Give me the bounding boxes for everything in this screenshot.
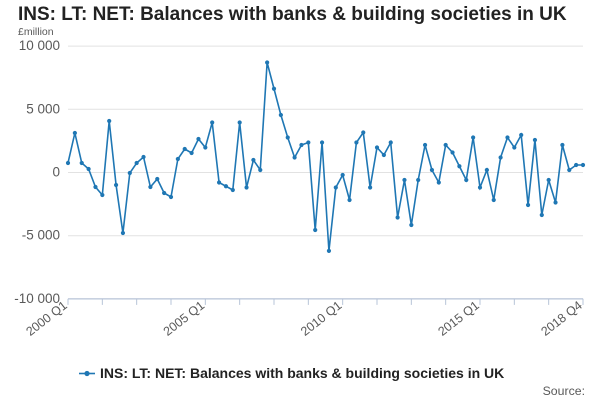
svg-text:5 000: 5 000 [26, 101, 60, 116]
svg-text:10 000: 10 000 [19, 38, 60, 53]
svg-text:INS: LT: NET: Balances with ba: INS: LT: NET: Balances with banks & buil… [100, 365, 504, 381]
svg-text:2015 Q1: 2015 Q1 [435, 298, 481, 339]
svg-text:2010 Q1: 2010 Q1 [298, 298, 344, 339]
svg-text:2005 Q1: 2005 Q1 [161, 298, 207, 339]
svg-text:-5 000: -5 000 [22, 228, 60, 243]
svg-text:0: 0 [52, 165, 60, 180]
svg-text:2018 Q4: 2018 Q4 [538, 298, 584, 339]
